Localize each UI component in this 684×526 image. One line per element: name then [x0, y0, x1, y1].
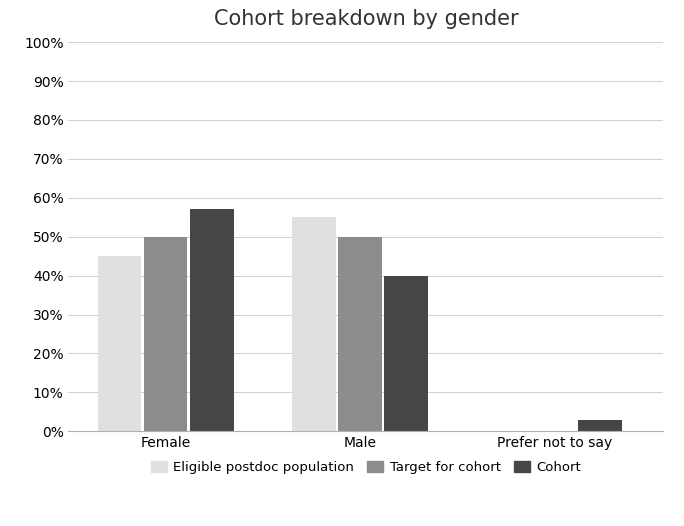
Bar — [338, 237, 382, 431]
Bar — [98, 256, 142, 431]
Bar — [579, 420, 622, 431]
Bar — [292, 217, 336, 431]
Title: Cohort breakdown by gender: Cohort breakdown by gender — [213, 9, 518, 29]
Legend: Eligible postdoc population, Target for cohort, Cohort: Eligible postdoc population, Target for … — [146, 456, 586, 479]
Bar — [190, 209, 233, 431]
Bar — [144, 237, 187, 431]
Bar — [384, 276, 428, 431]
